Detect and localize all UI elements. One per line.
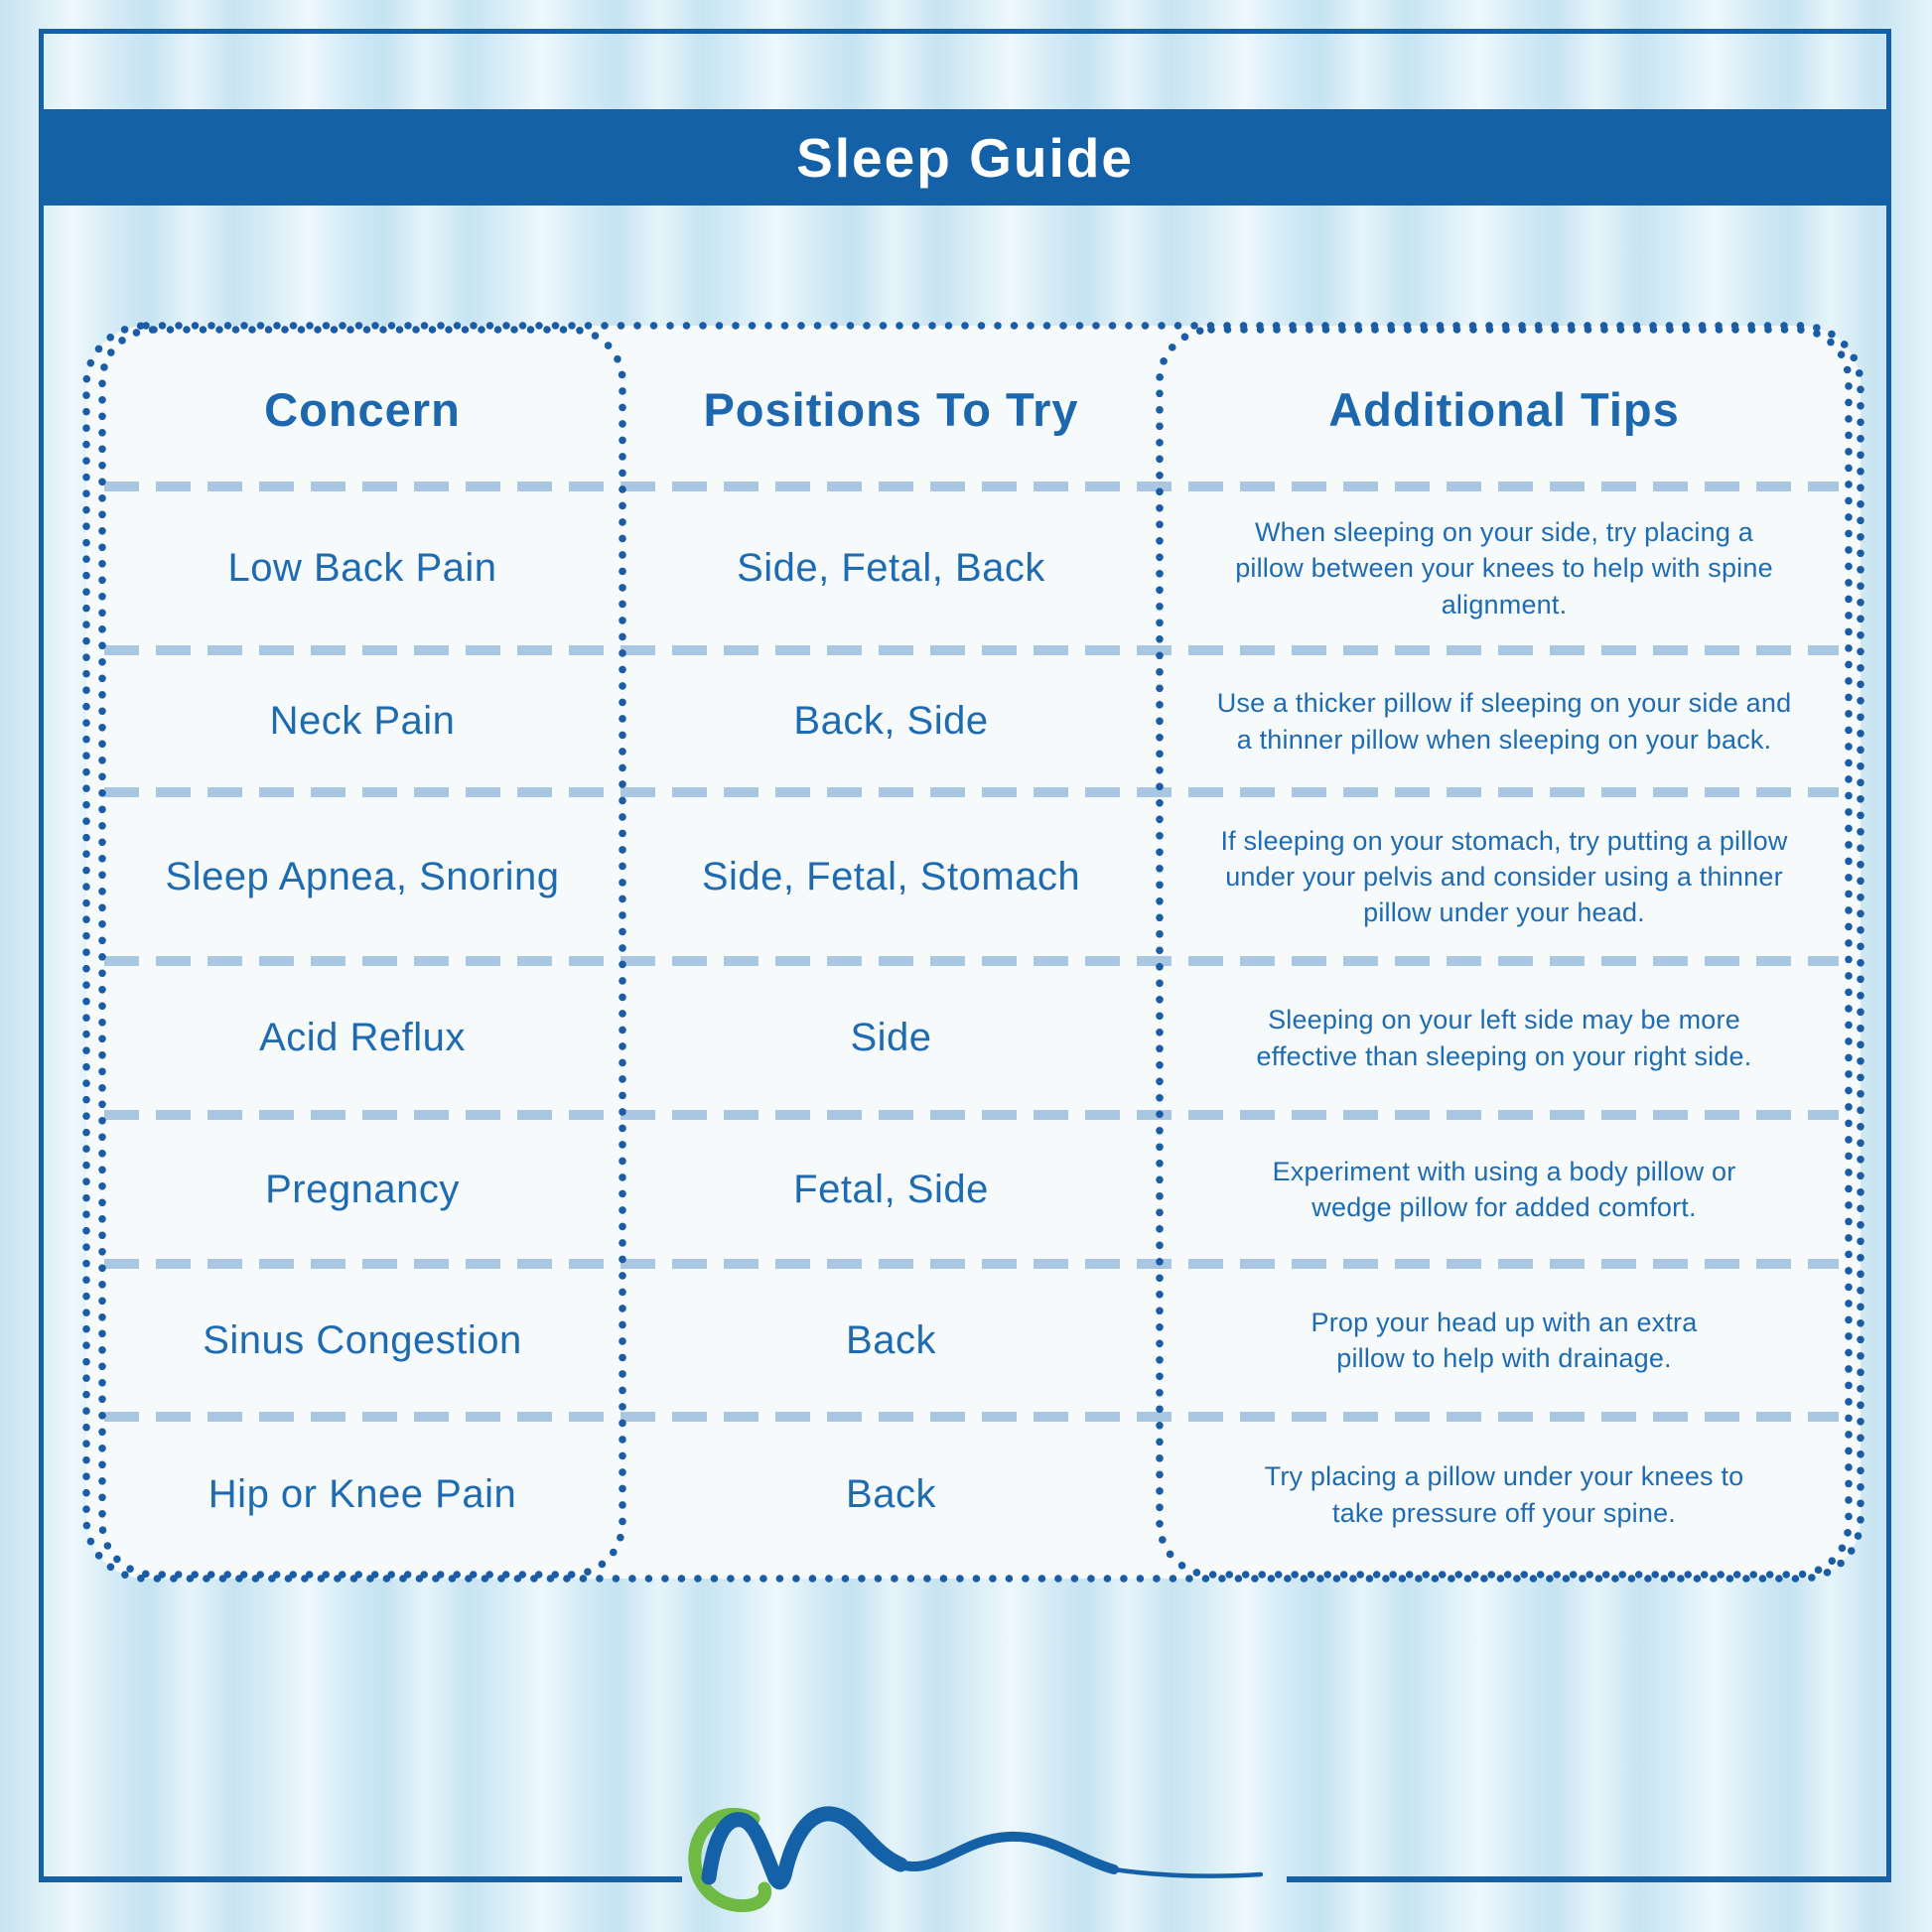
sleep-wave-tail xyxy=(1111,1866,1264,1878)
row5-concern-cell: Pregnancy xyxy=(265,1167,460,1211)
sleep-wave-mid xyxy=(896,1831,1119,1874)
tips-column-dotted-border xyxy=(1156,326,1853,1579)
row2-positions-cell: Back, Side xyxy=(793,699,989,743)
table-borders-layer xyxy=(82,322,1864,1583)
row6-positions-cell: Back xyxy=(846,1317,936,1362)
page-border-frame xyxy=(39,29,1891,1878)
bottom-border-right-segment xyxy=(1287,1876,1891,1882)
row2-concern-cell: Neck Pain xyxy=(269,699,456,743)
row3-tip-cell: If sleeping on your stomach, try putting… xyxy=(1220,825,1788,928)
crescent-leaf-icon xyxy=(688,1807,772,1913)
sleep-wave-icon xyxy=(701,1806,908,1890)
column-header-concern: Concern xyxy=(264,382,461,436)
column-header-tips: Additional Tips xyxy=(1328,382,1680,436)
brand-logo xyxy=(688,1806,1264,1913)
column-header-positions: Positions To Try xyxy=(703,382,1079,436)
row6-concern-cell: Sinus Congestion xyxy=(203,1317,522,1362)
row5-positions-cell: Fetal, Side xyxy=(793,1167,989,1211)
row5-tip-cell: Experiment with using a body pillow or w… xyxy=(1272,1156,1736,1222)
bottom-border-left-segment xyxy=(39,1876,682,1882)
row3-positions-cell: Side, Fetal, Stomach xyxy=(701,854,1081,898)
title-bar: Sleep Guide xyxy=(44,109,1886,206)
row7-concern-cell: Hip or Knee Pain xyxy=(207,1472,517,1516)
row7-positions-cell: Back xyxy=(846,1472,936,1516)
row2-tip-cell: Use a thicker pillow if sleeping on your… xyxy=(1216,688,1792,755)
page-title: Sleep Guide xyxy=(796,126,1134,189)
row3-concern-cell: Sleep Apnea, Snoring xyxy=(165,854,560,898)
row1-tip-cell: When sleeping on your side, try placing … xyxy=(1235,517,1773,620)
row1-concern-cell: Low Back Pain xyxy=(227,546,497,590)
row4-positions-cell: Side xyxy=(850,1016,932,1059)
row1-positions-cell: Side, Fetal, Back xyxy=(737,546,1045,590)
table-outer-dotted-border xyxy=(82,322,1864,1583)
row4-concern-cell: Acid Reflux xyxy=(259,1016,466,1059)
row-separator-dashes xyxy=(104,482,1839,1422)
row7-tip-cell: Try placing a pillow under your knees to… xyxy=(1264,1461,1744,1528)
row6-tip-cell: Prop your head up with an extra pillow t… xyxy=(1311,1307,1698,1373)
row4-tip-cell: Sleeping on your left side may be more e… xyxy=(1256,1005,1752,1071)
